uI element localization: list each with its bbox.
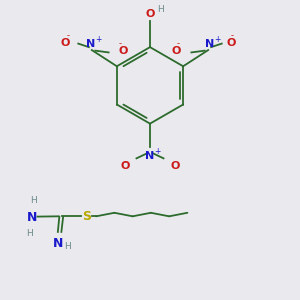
Text: H: H [158, 5, 164, 14]
Text: -: - [231, 31, 234, 40]
Text: -: - [124, 158, 127, 167]
Text: +: + [95, 34, 101, 43]
Text: O: O [226, 38, 236, 48]
Text: -: - [177, 39, 180, 48]
Text: O: O [118, 46, 128, 56]
Text: N: N [53, 237, 64, 250]
Text: N: N [146, 151, 154, 161]
Text: O: O [121, 161, 130, 171]
Text: N: N [27, 211, 38, 224]
Text: H: H [64, 242, 71, 251]
Text: S: S [82, 210, 91, 223]
Text: H: H [26, 229, 33, 238]
Text: -: - [67, 31, 70, 40]
Text: O: O [170, 161, 179, 171]
Text: N: N [86, 39, 95, 49]
Text: N: N [205, 39, 214, 49]
Text: O: O [61, 38, 70, 48]
Text: O: O [172, 46, 181, 56]
Text: -: - [119, 39, 122, 48]
Text: O: O [145, 9, 155, 19]
Text: +: + [154, 147, 161, 156]
Text: H: H [30, 196, 37, 206]
Text: +: + [214, 34, 220, 43]
